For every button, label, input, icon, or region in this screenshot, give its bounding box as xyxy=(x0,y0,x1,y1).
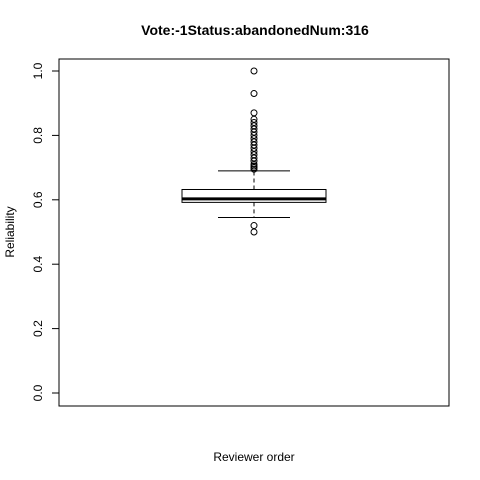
outlier-point xyxy=(250,109,258,117)
y-tick-label: 0.2 xyxy=(31,320,45,337)
y-tick-label: 0.0 xyxy=(31,384,45,401)
y-tick-label: 0.4 xyxy=(31,256,45,273)
y-axis-label: Reliability xyxy=(3,206,17,257)
y-tick-label: 0.8 xyxy=(31,127,45,144)
plot-frame xyxy=(58,58,450,407)
outlier-point xyxy=(250,67,258,75)
iqr-box xyxy=(181,188,327,203)
x-axis-label: Reviewer order xyxy=(213,450,294,464)
y-tick-label: 1.0 xyxy=(31,62,45,79)
outlier-point xyxy=(250,228,258,236)
y-axis-ticks: 0.0 0.2 0.4 0.6 0.8 1.0 xyxy=(31,62,59,401)
outlier-point xyxy=(250,222,258,230)
outlier-point xyxy=(250,90,258,98)
outlier-point xyxy=(250,119,258,127)
chart-title: Vote:-1Status:abandonedNum:316 xyxy=(141,22,369,38)
y-tick-label: 0.6 xyxy=(31,191,45,208)
outlier-points xyxy=(250,67,258,236)
boxplot xyxy=(181,170,327,219)
